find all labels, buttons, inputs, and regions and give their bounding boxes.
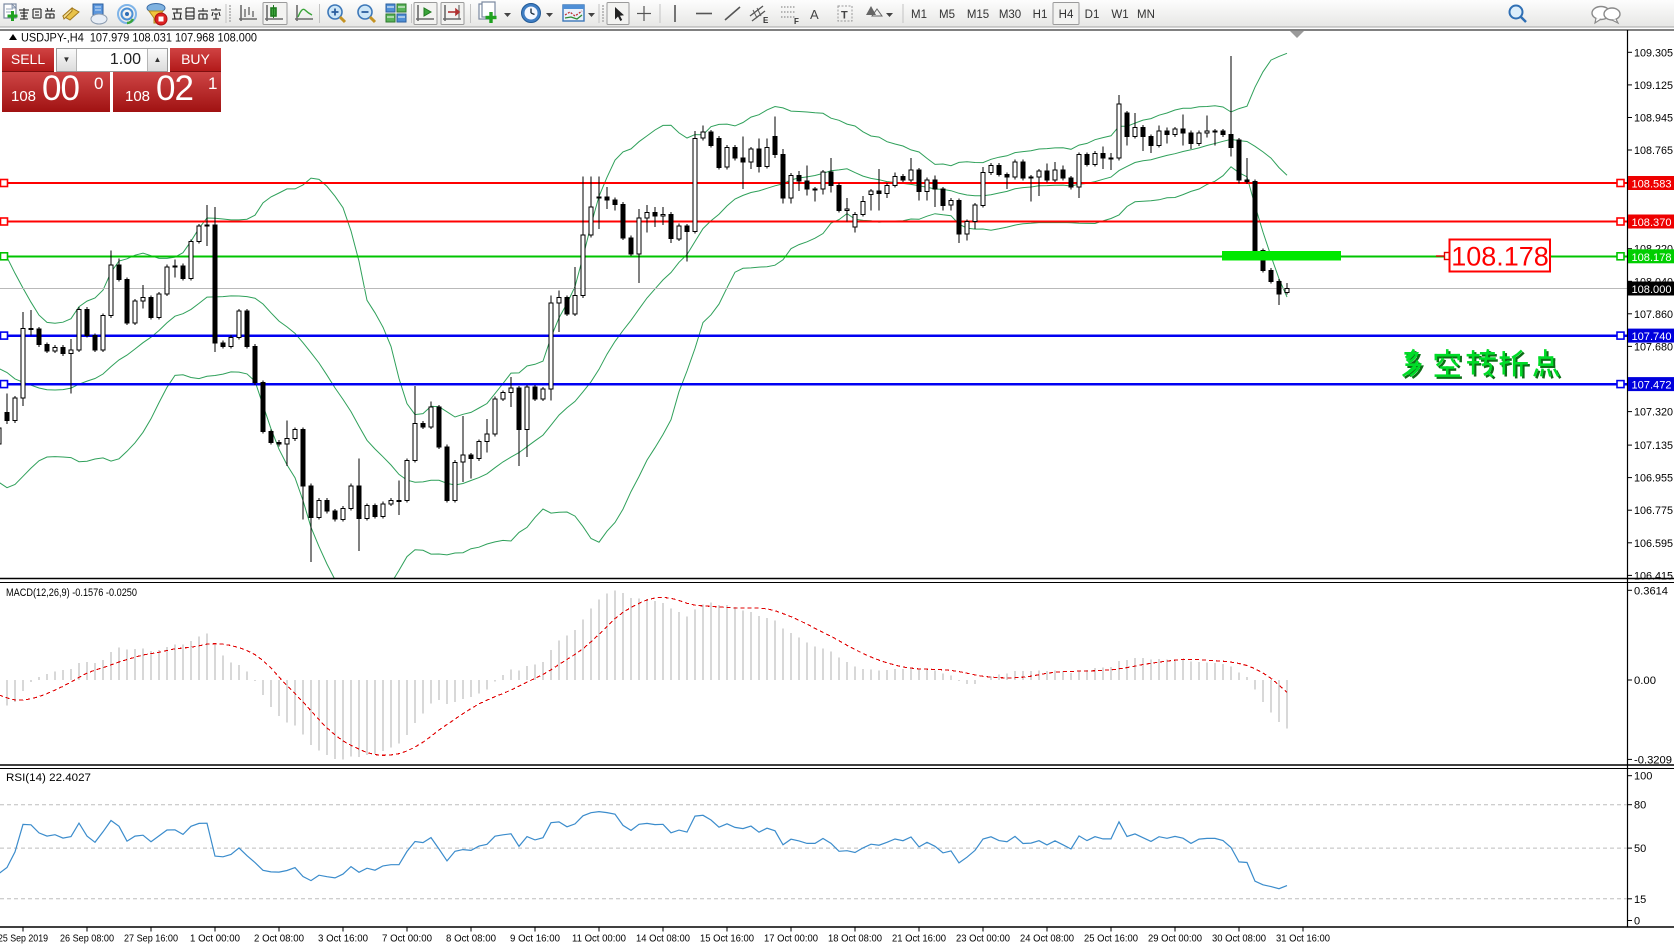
svg-text:1 Oct 00:00: 1 Oct 00:00 bbox=[190, 933, 240, 945]
svg-text:RSI(14) 22.4027: RSI(14) 22.4027 bbox=[6, 772, 91, 784]
svg-text:107.680: 107.680 bbox=[1634, 341, 1673, 353]
svg-text:29 Oct 00:00: 29 Oct 00:00 bbox=[1148, 933, 1202, 945]
svg-text:15 Oct 16:00: 15 Oct 16:00 bbox=[700, 933, 754, 945]
svg-text:27 Sep 16:00: 27 Sep 16:00 bbox=[124, 933, 178, 945]
svg-text:0.3614: 0.3614 bbox=[1634, 585, 1668, 597]
svg-text:30 Oct 08:00: 30 Oct 08:00 bbox=[1212, 933, 1266, 945]
svg-text:A: A bbox=[810, 7, 819, 22]
svg-text:80: 80 bbox=[1634, 800, 1646, 812]
svg-text:106.595: 106.595 bbox=[1634, 538, 1673, 550]
svg-text:24 Oct 08:00: 24 Oct 08:00 bbox=[1020, 933, 1074, 945]
svg-text:25 Sep 2019: 25 Sep 2019 bbox=[0, 933, 48, 945]
svg-text:8 Oct 08:00: 8 Oct 08:00 bbox=[446, 933, 496, 945]
svg-text:21 Oct 16:00: 21 Oct 16:00 bbox=[892, 933, 946, 945]
svg-text:107.320: 107.320 bbox=[1634, 407, 1673, 419]
svg-text:100: 100 bbox=[1634, 771, 1652, 783]
svg-text:108.370: 108.370 bbox=[1632, 217, 1672, 229]
svg-text:108.945: 108.945 bbox=[1634, 113, 1673, 125]
svg-text:USDJPY-,H4 107.979 108.031 10: USDJPY-,H4 107.979 108.031 107.968 108.0… bbox=[21, 31, 257, 45]
svg-text:9 Oct 16:00: 9 Oct 16:00 bbox=[510, 933, 560, 945]
svg-text:0.00: 0.00 bbox=[1634, 675, 1656, 687]
svg-text:2 Oct 08:00: 2 Oct 08:00 bbox=[254, 933, 304, 945]
svg-text:50: 50 bbox=[1634, 843, 1646, 855]
svg-text:F: F bbox=[794, 17, 799, 26]
svg-text:107.860: 107.860 bbox=[1634, 309, 1673, 321]
svg-text:108.000: 108.000 bbox=[1632, 284, 1672, 296]
svg-text:108.583: 108.583 bbox=[1632, 179, 1672, 191]
svg-text:T: T bbox=[841, 10, 848, 22]
svg-text:17 Oct 00:00: 17 Oct 00:00 bbox=[764, 933, 818, 945]
svg-text:106.415: 106.415 bbox=[1634, 570, 1673, 582]
svg-text:25 Oct 16:00: 25 Oct 16:00 bbox=[1084, 933, 1138, 945]
svg-text:107.472: 107.472 bbox=[1632, 380, 1672, 392]
svg-text:H1: H1 bbox=[1033, 9, 1048, 21]
svg-text:M1: M1 bbox=[911, 9, 927, 21]
svg-text:M5: M5 bbox=[939, 9, 955, 21]
svg-text:M15: M15 bbox=[967, 9, 989, 21]
svg-text:7 Oct 00:00: 7 Oct 00:00 bbox=[382, 933, 432, 945]
svg-text:18 Oct 08:00: 18 Oct 08:00 bbox=[828, 933, 882, 945]
svg-text:107.740: 107.740 bbox=[1632, 331, 1672, 343]
svg-text:W1: W1 bbox=[1111, 9, 1128, 21]
svg-text:MN: MN bbox=[1137, 9, 1155, 21]
svg-text:108.178: 108.178 bbox=[1451, 242, 1549, 272]
svg-text:26 Sep 08:00: 26 Sep 08:00 bbox=[60, 933, 114, 945]
svg-text:3 Oct 16:00: 3 Oct 16:00 bbox=[318, 933, 368, 945]
svg-text:109.305: 109.305 bbox=[1634, 47, 1673, 59]
svg-text:31 Oct 16:00: 31 Oct 16:00 bbox=[1276, 933, 1330, 945]
svg-text:11 Oct 00:00: 11 Oct 00:00 bbox=[572, 933, 626, 945]
svg-text:15: 15 bbox=[1634, 894, 1646, 906]
svg-text:106.775: 106.775 bbox=[1634, 505, 1673, 517]
svg-text:14 Oct 08:00: 14 Oct 08:00 bbox=[636, 933, 690, 945]
svg-text:108.178: 108.178 bbox=[1632, 252, 1672, 264]
svg-text:23 Oct 00:00: 23 Oct 00:00 bbox=[956, 933, 1010, 945]
svg-text:E: E bbox=[763, 16, 769, 25]
svg-text:108.765: 108.765 bbox=[1634, 145, 1673, 157]
svg-text:H4: H4 bbox=[1059, 9, 1074, 21]
svg-text:106.955: 106.955 bbox=[1634, 473, 1673, 485]
svg-text:109.125: 109.125 bbox=[1634, 80, 1673, 92]
svg-text:M30: M30 bbox=[999, 9, 1021, 21]
svg-text:-0.3209: -0.3209 bbox=[1634, 754, 1672, 766]
svg-text:D1: D1 bbox=[1085, 9, 1100, 21]
svg-text:MACD(12,26,9) -0.1576 -0.0250: MACD(12,26,9) -0.1576 -0.0250 bbox=[6, 587, 137, 599]
svg-text:107.135: 107.135 bbox=[1634, 440, 1673, 452]
svg-text:0: 0 bbox=[1634, 916, 1640, 928]
